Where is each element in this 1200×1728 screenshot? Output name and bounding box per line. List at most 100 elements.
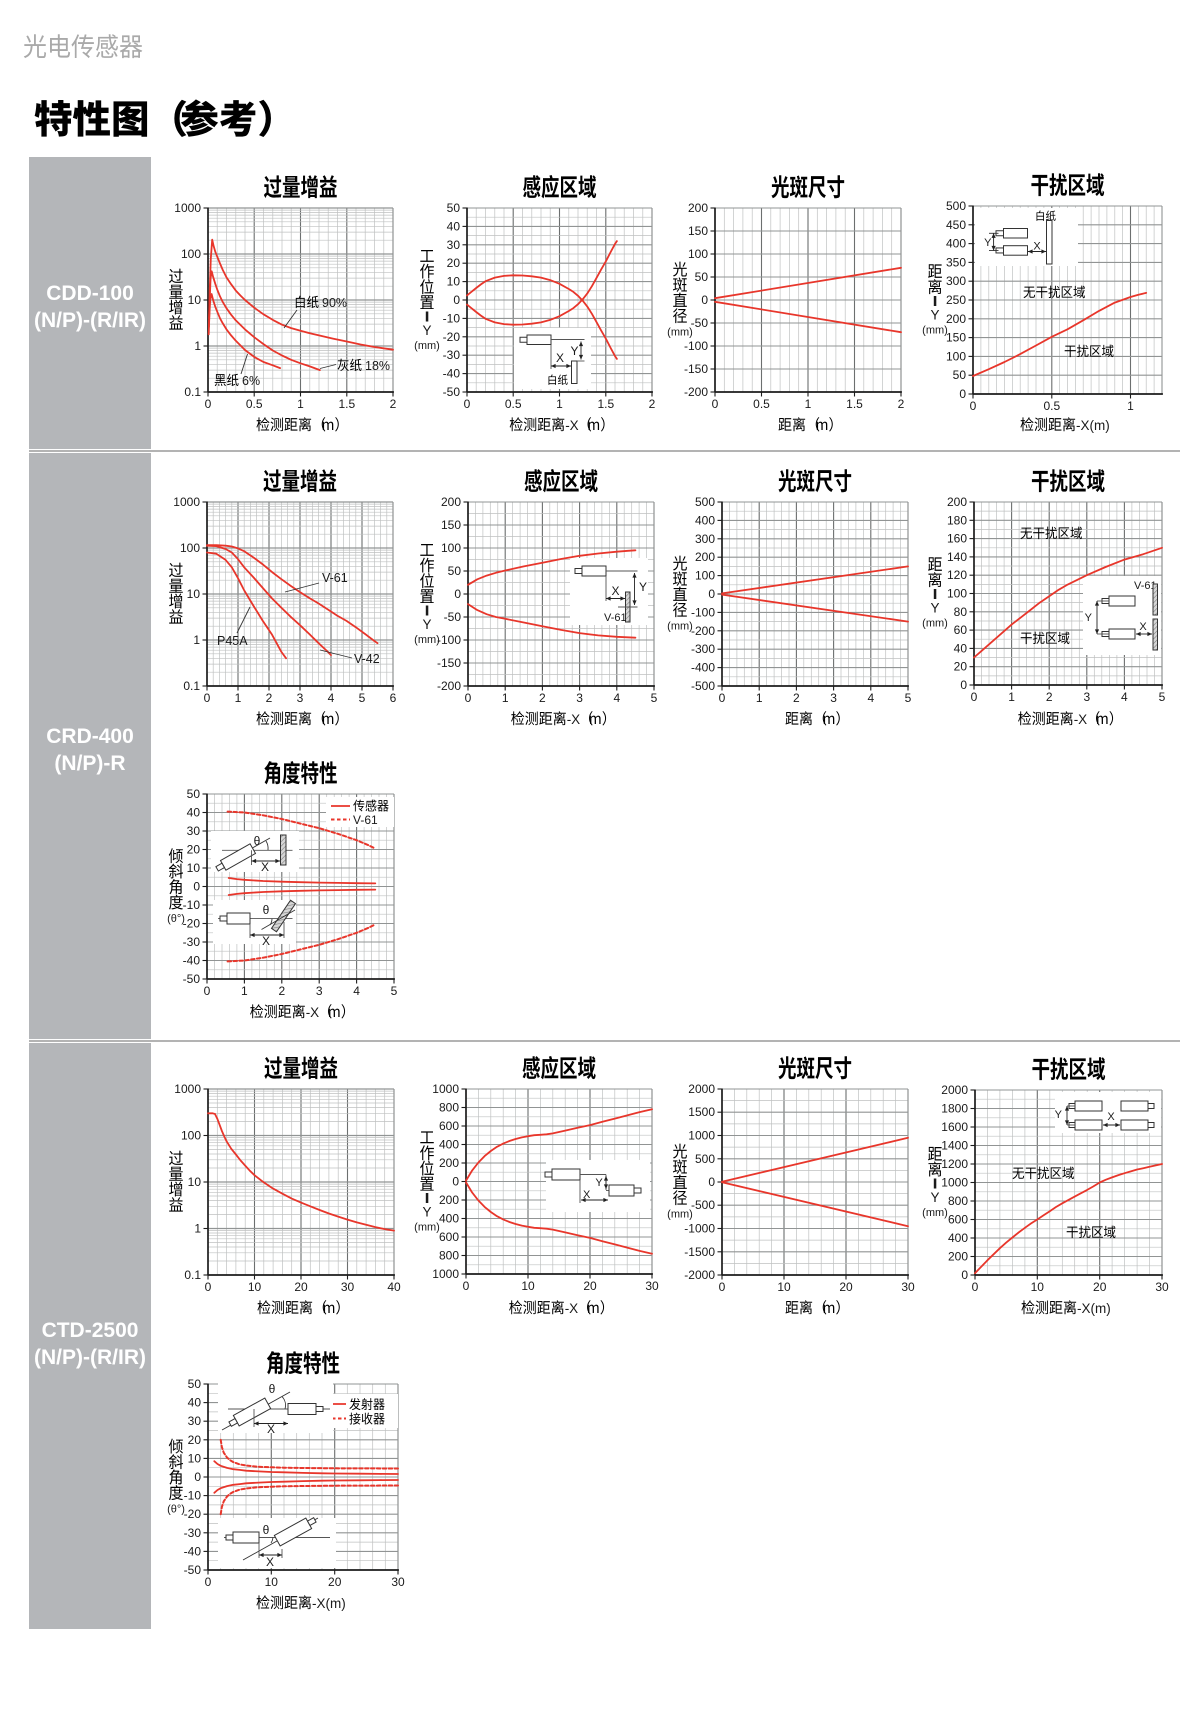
svg-text:-2000: -2000 — [684, 1268, 715, 1282]
svg-text:4: 4 — [613, 691, 620, 705]
svg-text:5: 5 — [651, 691, 658, 705]
svg-text:30: 30 — [391, 1575, 405, 1589]
svg-text:0: 0 — [205, 1280, 212, 1294]
svg-text:400: 400 — [946, 237, 966, 251]
svg-text:1: 1 — [194, 339, 201, 353]
svg-text:0: 0 — [194, 1470, 201, 1484]
svg-text:30: 30 — [447, 238, 461, 252]
svg-text:1000: 1000 — [432, 1267, 459, 1281]
svg-text:2: 2 — [1046, 690, 1053, 704]
svg-text:-300: -300 — [691, 642, 715, 656]
svg-text:5: 5 — [391, 984, 398, 998]
svg-text:-20: -20 — [183, 917, 201, 931]
svg-text:0: 0 — [701, 293, 708, 307]
svg-text:0: 0 — [719, 691, 726, 705]
svg-text:Y: Y — [1085, 612, 1093, 624]
svg-text:-30: -30 — [443, 348, 461, 362]
svg-text:200: 200 — [948, 1250, 968, 1264]
svg-text:0: 0 — [204, 691, 211, 705]
svg-text:-500: -500 — [691, 679, 715, 693]
svg-text:5: 5 — [1159, 690, 1166, 704]
svg-text:500: 500 — [695, 1152, 715, 1166]
svg-text:-X(m): -X(m) — [1077, 1301, 1111, 1316]
svg-text:θ: θ — [263, 1523, 270, 1537]
svg-text:400: 400 — [439, 1138, 459, 1152]
svg-text:1: 1 — [556, 397, 563, 411]
svg-text:800: 800 — [439, 1249, 459, 1263]
svg-text:(θ°): (θ°) — [167, 1504, 185, 1516]
svg-text:(mm): (mm) — [667, 1209, 693, 1221]
svg-text:-200: -200 — [437, 679, 461, 693]
svg-text:1.5: 1.5 — [597, 397, 614, 411]
svg-text:0: 0 — [972, 1280, 979, 1294]
svg-text:400: 400 — [948, 1231, 968, 1245]
svg-text:-50: -50 — [443, 385, 461, 399]
svg-text:1: 1 — [502, 691, 509, 705]
svg-text:600: 600 — [439, 1230, 459, 1244]
svg-text:600: 600 — [439, 1119, 459, 1133]
svg-text:-X: -X — [565, 1301, 579, 1316]
svg-text:2: 2 — [898, 397, 905, 411]
svg-text:-X: -X — [567, 712, 581, 727]
svg-text:Y: Y — [639, 580, 647, 594]
svg-text:18%: 18% — [365, 359, 390, 373]
svg-text:50: 50 — [695, 270, 709, 284]
svg-text:1400: 1400 — [941, 1139, 968, 1153]
svg-text:200: 200 — [439, 1156, 459, 1170]
svg-text:30: 30 — [645, 1279, 659, 1293]
svg-text:3: 3 — [1083, 690, 1090, 704]
svg-text:(mm): (mm) — [922, 325, 948, 337]
svg-text:30: 30 — [188, 1414, 202, 1428]
svg-text:P45A: P45A — [217, 634, 248, 648]
svg-text:1.5: 1.5 — [846, 397, 863, 411]
svg-text:Y: Y — [930, 1190, 939, 1205]
svg-text:0.5: 0.5 — [753, 397, 770, 411]
svg-text:Y: Y — [595, 1177, 603, 1189]
svg-text:-1000: -1000 — [684, 1222, 715, 1236]
svg-text:-150: -150 — [437, 656, 461, 670]
svg-text:0: 0 — [205, 397, 212, 411]
svg-text:400: 400 — [695, 513, 715, 527]
svg-text:1000: 1000 — [173, 495, 200, 509]
svg-text:0: 0 — [453, 293, 460, 307]
svg-text:30: 30 — [1155, 1280, 1169, 1294]
svg-text:V-61: V-61 — [604, 612, 627, 624]
svg-text:1: 1 — [297, 397, 304, 411]
svg-text:1: 1 — [241, 984, 248, 998]
svg-text:1: 1 — [756, 691, 763, 705]
svg-text:0: 0 — [959, 387, 966, 401]
svg-text:100: 100 — [180, 541, 200, 555]
svg-text:(mm): (mm) — [414, 340, 440, 352]
svg-text:X: X — [262, 934, 270, 948]
svg-text:1: 1 — [194, 1222, 201, 1236]
svg-text:θ: θ — [263, 903, 270, 917]
svg-text:Y: Y — [570, 344, 578, 358]
svg-text:-500: -500 — [691, 1198, 715, 1212]
svg-text:-10: -10 — [184, 1489, 202, 1503]
svg-text:160: 160 — [947, 532, 967, 546]
svg-text:50: 50 — [447, 201, 461, 215]
svg-text:5: 5 — [905, 691, 912, 705]
svg-text:120: 120 — [947, 568, 967, 582]
svg-text:20: 20 — [1093, 1280, 1107, 1294]
svg-text:-100: -100 — [691, 605, 715, 619]
svg-text:-200: -200 — [691, 624, 715, 638]
svg-text:2000: 2000 — [941, 1083, 968, 1097]
svg-text:100: 100 — [947, 587, 967, 601]
svg-text:-50: -50 — [184, 1563, 202, 1577]
svg-text:1: 1 — [235, 691, 242, 705]
svg-text:50: 50 — [188, 1377, 202, 1391]
svg-text:1: 1 — [1127, 399, 1134, 413]
svg-text:-40: -40 — [183, 954, 201, 968]
svg-text:30: 30 — [187, 824, 201, 838]
svg-text:50: 50 — [448, 564, 462, 578]
svg-text:10: 10 — [188, 1451, 202, 1465]
svg-text:1000: 1000 — [432, 1082, 459, 1096]
svg-text:Y: Y — [984, 237, 992, 249]
svg-text:0.1: 0.1 — [183, 679, 200, 693]
svg-text:-10: -10 — [443, 311, 461, 325]
svg-text:0: 0 — [204, 984, 211, 998]
svg-text:180: 180 — [947, 513, 967, 527]
svg-text:350: 350 — [946, 255, 966, 269]
svg-text:500: 500 — [695, 495, 715, 509]
